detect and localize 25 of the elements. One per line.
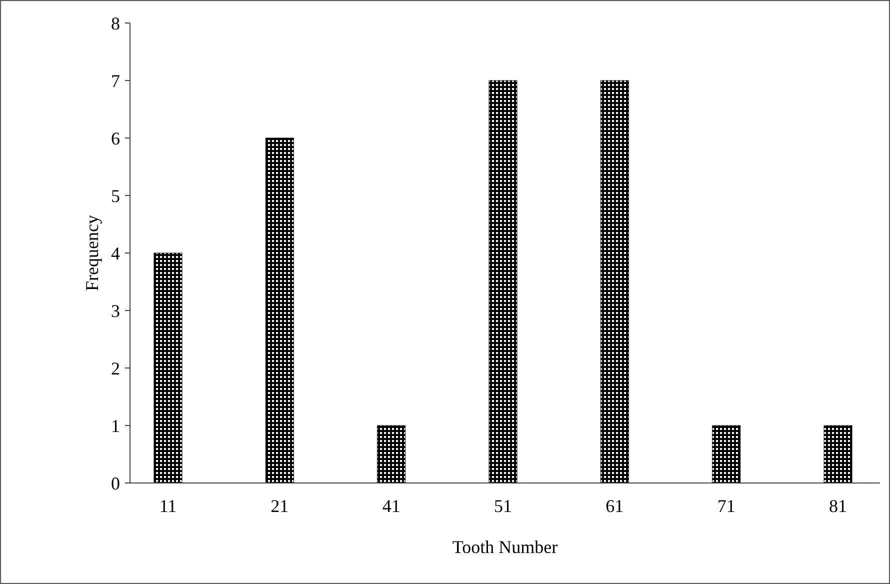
x-tick-label: 41 [382,496,400,516]
y-tick-label: 1 [111,416,120,436]
y-tick-label: 2 [111,358,120,378]
x-tick-label: 11 [159,496,177,516]
y-tick-label: 6 [111,128,120,148]
bar [712,425,741,484]
x-tick-label: 71 [717,496,736,516]
x-tick-label: 51 [494,496,512,516]
bar [265,138,294,484]
y-tick-label: 3 [111,300,120,321]
x-tick-label: 81 [829,496,847,516]
y-tick-label: 0 [111,473,120,494]
y-tick-label: 4 [111,243,120,264]
x-axis-title: Tooth Number [452,537,558,557]
x-tick-label: 61 [606,496,624,516]
bar [488,80,518,484]
y-axis-title: Frequency [82,215,102,291]
bar [600,80,629,484]
x-tick-label: 21 [270,496,289,516]
y-tick-label: 7 [111,70,120,91]
bar [824,425,852,484]
y-tick-label: 5 [111,186,120,206]
y-tick-label: 8 [111,13,120,34]
bar [154,252,182,484]
bar [377,425,406,484]
